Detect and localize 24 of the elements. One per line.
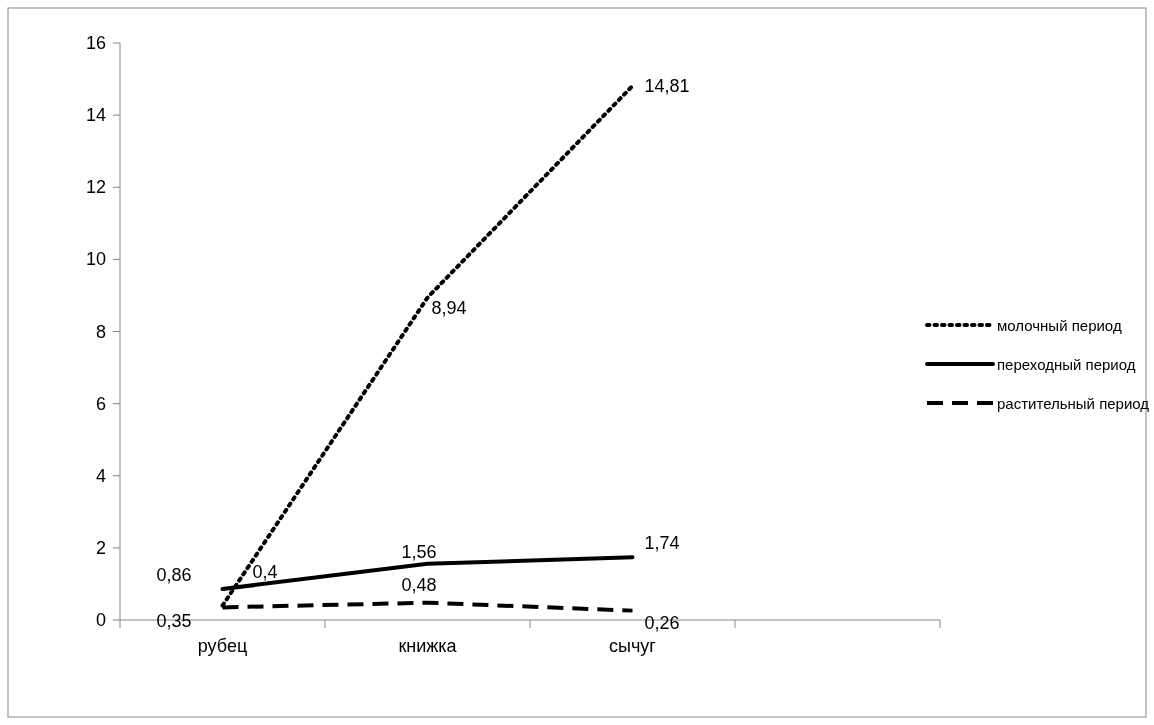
- y-tick-label: 14: [85, 105, 106, 126]
- data-label: 8,94: [431, 297, 467, 318]
- y-tick-label: 10: [85, 249, 106, 270]
- y-tick-label: 0: [95, 610, 106, 630]
- y-tick-label: 16: [85, 33, 106, 53]
- y-tick-label: 4: [95, 465, 106, 486]
- data-label: 1,74: [644, 533, 680, 554]
- y-tick-label: 8: [95, 321, 106, 342]
- y-tick-label: 6: [95, 393, 106, 414]
- y-tick-label: 2: [95, 537, 106, 558]
- data-label: 0,86: [156, 564, 192, 585]
- legend-label: молочный период: [997, 317, 1122, 334]
- legend-label: переходный период: [997, 356, 1136, 373]
- legend-label: растительный период: [997, 395, 1150, 412]
- x-tick-label: рубец: [197, 636, 248, 656]
- x-tick-label: сычуг: [609, 636, 657, 656]
- y-tick-label: 12: [85, 177, 106, 198]
- x-tick-label: книжка: [398, 636, 458, 656]
- data-label: 0,4: [252, 561, 278, 582]
- data-label: 1,56: [401, 541, 437, 562]
- data-label: 0,48: [401, 574, 437, 595]
- data-label: 14,81: [644, 75, 690, 96]
- data-label: 0,35: [156, 611, 192, 632]
- data-label: 0,26: [644, 612, 680, 633]
